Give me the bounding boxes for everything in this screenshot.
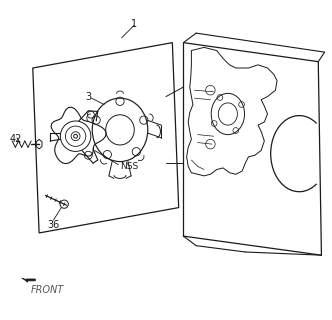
Polygon shape (22, 278, 35, 282)
Circle shape (74, 134, 77, 138)
Text: 36: 36 (47, 220, 59, 230)
Text: 3: 3 (85, 92, 91, 101)
Text: 1: 1 (131, 19, 137, 28)
Text: 42: 42 (9, 134, 22, 144)
Text: NSS: NSS (120, 162, 138, 171)
Text: FRONT: FRONT (31, 285, 64, 295)
